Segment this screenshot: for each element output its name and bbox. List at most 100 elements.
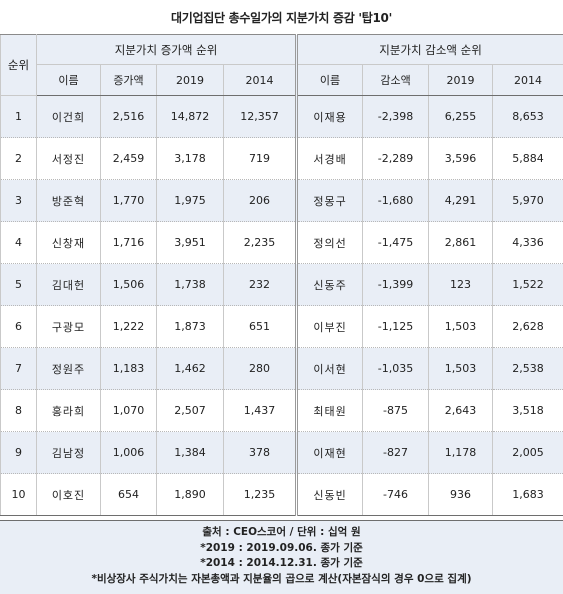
rank-cell: 2	[0, 137, 37, 180]
decrease-2014-cell: 5,884	[492, 137, 563, 180]
increase-amount-cell: 1,770	[100, 179, 157, 222]
decrease-name-cell: 서경배	[296, 137, 364, 180]
decrease-2014-cell: 1,683	[492, 473, 563, 516]
increase-amount-cell: 654	[100, 473, 157, 516]
decrease-amount-cell: -827	[362, 431, 430, 474]
table-title: 대기업집단 총수일가의 지분가치 증감 '탑10'	[171, 10, 392, 25]
decrease-amount-cell: -2,398	[362, 95, 430, 138]
decrease-amount-cell: -1,035	[362, 347, 430, 390]
decrease-2014-cell: 4,336	[492, 221, 563, 264]
increase-2019-cell: 1,384	[156, 431, 224, 474]
table-row: 3 방준혁 1,770 1,975 206 정몽구 -1,680 4,291 5,970	[0, 179, 563, 222]
increase-2019-cell: 3,178	[156, 137, 224, 180]
footer-note-2019: *2019 : 2019.09.06. 종가 기준	[200, 541, 363, 554]
rank-cell: 5	[0, 263, 37, 306]
increase-2014-cell: 232	[222, 263, 299, 306]
decrease-2019-cell: 6,255	[428, 95, 494, 138]
decrease-amount-cell: -746	[362, 473, 430, 516]
decrease-2014-cell: 5,970	[492, 179, 563, 222]
rank-cell: 4	[0, 221, 37, 264]
increase-2014-cell: 280	[222, 347, 299, 390]
decrease-name-cell: 이서현	[296, 347, 364, 390]
increase-2014-cell: 378	[222, 431, 299, 474]
decrease-name-header: 이름	[296, 64, 364, 96]
increase-amount-cell: 1,716	[100, 221, 157, 264]
table-row: 8 홍라희 1,070 2,507 1,437 최태원 -875 2,643 3,518	[0, 389, 563, 432]
increase-2014-cell: 1,235	[222, 473, 299, 516]
table-row: 1 이건희 2,516 14,872 12,357 이재용 -2,398 6,255 8,653	[0, 95, 563, 138]
decrease-2019-cell: 123	[428, 263, 494, 306]
table-footer: 출처 : CEO스코어 / 단위 : 십억 원 *2019 : 2019.09.…	[0, 520, 563, 594]
increase-amount-cell: 1,006	[100, 431, 157, 474]
increase-2019-cell: 1,890	[156, 473, 224, 516]
rank-header: 순위	[0, 34, 37, 96]
decrease-2019-header: 2019	[428, 64, 494, 96]
increase-name-cell: 방준혁	[36, 179, 101, 222]
footer-note-2014: *2014 : 2014.12.31. 종가 기준	[200, 557, 363, 569]
increase-2014-cell: 206	[222, 179, 299, 222]
decrease-name-cell: 신동주	[296, 263, 364, 306]
decrease-amount-cell: -1,125	[362, 305, 430, 348]
increase-group-header: 지분가치 증가액 순위	[35, 34, 299, 65]
table-row: 9 김남정 1,006 1,384 378 이재현 -827 1,178 2,005	[0, 431, 563, 474]
table-row: 2 서정진 2,459 3,178 719 서경배 -2,289 3,596 5,884	[0, 137, 563, 180]
decrease-amount-cell: -1,680	[362, 179, 430, 222]
increase-name-cell: 서정진	[36, 137, 101, 180]
decrease-amount-header: 감소액	[362, 64, 430, 96]
table-row: 5 김대헌 1,506 1,738 232 신동주 -1,399 123 1,522	[0, 263, 563, 306]
increase-name-cell: 이호진	[36, 473, 101, 516]
decrease-2014-cell: 3,518	[492, 389, 563, 432]
decrease-2019-cell: 1,178	[428, 431, 494, 474]
increase-amount-cell: 2,516	[100, 95, 157, 138]
decrease-name-cell: 이부진	[296, 305, 364, 348]
decrease-name-cell: 신동빈	[296, 473, 364, 516]
decrease-2014-cell: 2,628	[492, 305, 563, 348]
increase-amount-cell: 1,183	[100, 347, 157, 390]
increase-name-cell: 구광모	[36, 305, 101, 348]
increase-2019-cell: 1,975	[156, 179, 224, 222]
increase-name-cell: 신창재	[36, 221, 101, 264]
table-row: 6 구광모 1,222 1,873 651 이부진 -1,125 1,503 2,628	[0, 305, 563, 348]
increase-2019-cell: 1,462	[156, 347, 224, 390]
increase-amount-cell: 1,070	[100, 389, 157, 432]
rank-cell: 6	[0, 305, 37, 348]
decrease-name-cell: 최태원	[296, 389, 364, 432]
increase-2014-header: 2014	[222, 64, 299, 96]
decrease-2019-cell: 1,503	[428, 347, 494, 390]
equity-value-table: 순위 지분가치 증가액 순위 지분가치 감소액 순위 이름 증가액 2019 2…	[0, 34, 563, 516]
increase-name-cell: 정원주	[36, 347, 101, 390]
increase-2014-cell: 719	[222, 137, 299, 180]
decrease-2019-cell: 3,596	[428, 137, 494, 180]
decrease-amount-cell: -2,289	[362, 137, 430, 180]
decrease-amount-cell: -1,475	[362, 221, 430, 264]
decrease-2019-cell: 4,291	[428, 179, 494, 222]
increase-2019-cell: 14,872	[156, 95, 224, 138]
increase-name-cell: 홍라희	[36, 389, 101, 432]
footer-source: 출처 : CEO스코어 / 단위 : 십억 원	[202, 526, 361, 538]
increase-2019-cell: 1,873	[156, 305, 224, 348]
table-body: 1 이건희 2,516 14,872 12,357 이재용 -2,398 6,255 8,653…	[0, 95, 563, 516]
increase-amount-cell: 2,459	[100, 137, 157, 180]
table-row: 4 신창재 1,716 3,951 2,235 정의선 -1,475 2,861 4,336	[0, 221, 563, 264]
increase-2019-header: 2019	[156, 64, 224, 96]
decrease-amount-cell: -875	[362, 389, 430, 432]
increase-2019-cell: 2,507	[156, 389, 224, 432]
table-row: 7 정원주 1,183 1,462 280 이서현 -1,035 1,503 2,538	[0, 347, 563, 390]
decrease-2019-cell: 936	[428, 473, 494, 516]
increase-2019-cell: 1,738	[156, 263, 224, 306]
increase-name-cell: 김남정	[36, 431, 101, 474]
rank-cell: 1	[0, 95, 37, 138]
decrease-name-cell: 정의선	[296, 221, 364, 264]
decrease-name-cell: 정몽구	[296, 179, 364, 222]
decrease-group-header: 지분가치 감소액 순위	[296, 34, 563, 65]
increase-amount-cell: 1,222	[100, 305, 157, 348]
decrease-2014-cell: 8,653	[492, 95, 563, 138]
rank-cell: 3	[0, 179, 37, 222]
decrease-2014-cell: 1,522	[492, 263, 563, 306]
decrease-2019-cell: 2,643	[428, 389, 494, 432]
footer-note-unlisted: *비상장사 주식가치는 자본총액과 지분율의 곱으로 계산(자본잠식의 경우 0…	[91, 572, 472, 585]
rank-cell: 9	[0, 431, 37, 474]
decrease-2019-cell: 1,503	[428, 305, 494, 348]
rank-cell: 8	[0, 389, 37, 432]
